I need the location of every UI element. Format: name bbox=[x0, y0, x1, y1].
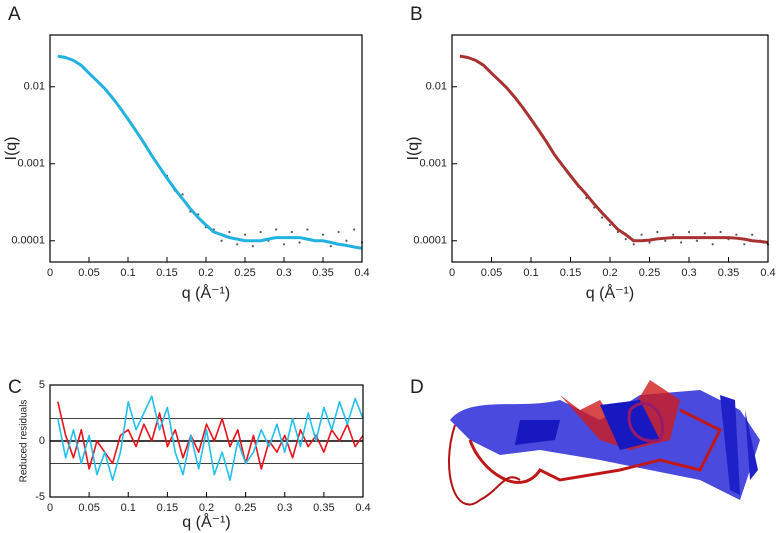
x-axis-title: q (Å⁻¹) bbox=[586, 283, 634, 302]
x-tick-label: 0.15 bbox=[560, 267, 581, 279]
y-tick-label: 0.0001 bbox=[11, 235, 45, 247]
x-tick-label: 0 bbox=[47, 502, 53, 514]
data-point bbox=[275, 228, 278, 231]
x-tick-label: 0.4 bbox=[355, 502, 370, 514]
data-point bbox=[306, 228, 309, 231]
x-tick-label: 0.05 bbox=[78, 267, 99, 279]
plot-frame bbox=[49, 34, 363, 263]
panel-label: A bbox=[8, 4, 21, 25]
x-tick-label: 0.1 bbox=[121, 502, 136, 514]
data-point bbox=[593, 206, 596, 209]
data-point bbox=[181, 193, 184, 196]
data-point bbox=[719, 230, 722, 234]
x-tick-label: 0.15 bbox=[156, 267, 177, 279]
panel-label: B bbox=[410, 4, 423, 25]
y-axis-title: I(q) bbox=[405, 137, 422, 161]
data-point bbox=[608, 223, 612, 227]
x-tick-label: 0.25 bbox=[235, 502, 256, 514]
data-point bbox=[672, 233, 675, 236]
x-tick-label: 0.35 bbox=[312, 267, 333, 279]
data-point bbox=[711, 243, 714, 246]
x-tick-label: 0.15 bbox=[157, 502, 178, 514]
data-point bbox=[687, 230, 691, 234]
data-point bbox=[345, 239, 348, 242]
data-point bbox=[337, 230, 340, 234]
y-tick-label: 0.01 bbox=[426, 81, 447, 93]
y-tick-label: 0.001 bbox=[419, 158, 447, 170]
data-point bbox=[329, 245, 332, 248]
y-tick-label: 0.01 bbox=[24, 81, 45, 93]
data-line bbox=[57, 401, 364, 470]
x-tick-label: 0.4 bbox=[354, 267, 369, 279]
y-tick-label: 0.001 bbox=[17, 158, 45, 170]
data-point bbox=[751, 233, 754, 236]
x-axis-title: q (Å⁻¹) bbox=[182, 512, 230, 531]
data-line bbox=[57, 54, 363, 250]
x-tick-label: 0.2 bbox=[198, 267, 213, 279]
data-line bbox=[57, 395, 364, 481]
panel-label: D bbox=[410, 377, 424, 398]
data-point bbox=[282, 243, 286, 246]
x-tick-label: 0.4 bbox=[760, 267, 775, 279]
data-point bbox=[353, 228, 356, 231]
data-point bbox=[243, 233, 247, 236]
x-tick-label: 0.1 bbox=[120, 267, 135, 279]
data-point bbox=[220, 239, 223, 242]
x-tick-label: 0.3 bbox=[681, 267, 696, 279]
data-point bbox=[640, 233, 643, 236]
x-tick-label: 0 bbox=[449, 267, 455, 279]
data-point bbox=[632, 243, 635, 246]
data-point bbox=[298, 241, 301, 244]
y-tick-label: 5 bbox=[39, 379, 45, 391]
x-axis-title: q (Å⁻¹) bbox=[182, 283, 230, 302]
plot-frame bbox=[451, 34, 769, 263]
plot-frame bbox=[49, 384, 364, 498]
data-point bbox=[656, 230, 659, 234]
x-tick-label: 0.1 bbox=[523, 267, 538, 279]
x-tick-label: 0.3 bbox=[276, 267, 291, 279]
data-point bbox=[735, 233, 738, 236]
protein-structure bbox=[448, 380, 760, 506]
data-point bbox=[680, 241, 683, 244]
data-point bbox=[259, 230, 262, 234]
x-tick-label: 0.05 bbox=[78, 502, 99, 514]
data-point bbox=[321, 233, 325, 236]
data-point bbox=[236, 243, 239, 246]
data-point bbox=[648, 241, 651, 244]
data-point bbox=[601, 216, 604, 219]
x-tick-label: 0.2 bbox=[199, 502, 214, 514]
data-point bbox=[251, 245, 254, 248]
y-axis-title: Reduced residuals bbox=[19, 400, 30, 483]
data-point bbox=[695, 239, 699, 242]
x-tick-label: 0.05 bbox=[481, 267, 502, 279]
data-point bbox=[664, 239, 667, 242]
data-point bbox=[290, 230, 293, 234]
y-tick-label: 0.0001 bbox=[413, 235, 447, 247]
x-tick-label: 0.25 bbox=[639, 267, 660, 279]
panel-label: C bbox=[8, 377, 22, 398]
data-point bbox=[743, 243, 746, 246]
data-point bbox=[624, 238, 627, 241]
x-tick-label: 0.35 bbox=[313, 502, 334, 514]
y-tick-label: -5 bbox=[35, 491, 45, 503]
x-tick-label: 0.25 bbox=[234, 267, 255, 279]
x-tick-label: 0.2 bbox=[602, 267, 617, 279]
x-tick-label: 0 bbox=[47, 267, 53, 279]
data-line bbox=[459, 54, 769, 244]
y-axis-title: I(q) bbox=[3, 137, 20, 161]
data-point bbox=[703, 232, 706, 235]
data-point bbox=[228, 230, 231, 234]
y-tick-label: 0 bbox=[39, 435, 45, 447]
x-tick-label: 0.35 bbox=[718, 267, 739, 279]
x-tick-label: 0.3 bbox=[277, 502, 292, 514]
